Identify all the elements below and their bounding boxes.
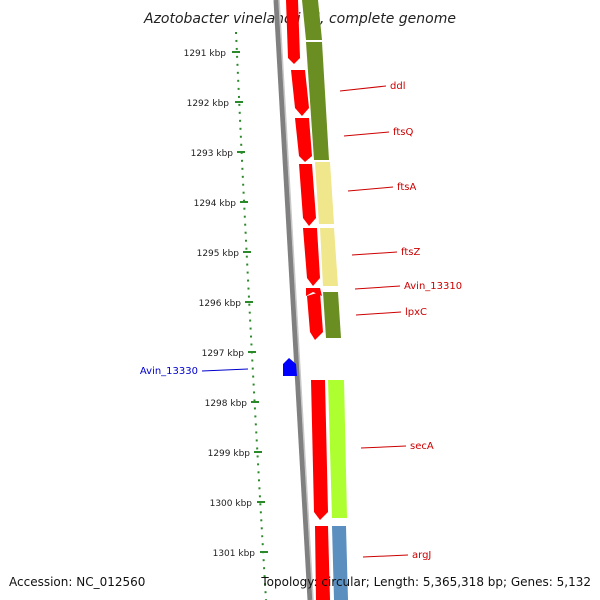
gene-argJ-blue[interactable]: [332, 526, 348, 600]
label-connector: [360, 445, 407, 449]
gene-block[interactable]: [299, 164, 316, 226]
label-ftsA[interactable]: ftsA: [397, 182, 416, 193]
ruler-label-1293: 1293 kbp: [191, 149, 234, 159]
gene-block[interactable]: [295, 118, 312, 162]
label-ddl[interactable]: ddl: [390, 81, 405, 92]
ruler-label-1295: 1295 kbp: [197, 249, 240, 259]
gene-block[interactable]: [286, 0, 300, 64]
label-avin13310[interactable]: Avin_13310: [404, 281, 462, 292]
label-connector: [347, 186, 394, 192]
cds-track: [286, 0, 330, 600]
label-connector: [201, 368, 249, 372]
gene-lpxC-olive[interactable]: [323, 292, 341, 338]
ruler-label-1301: 1301 kbp: [213, 549, 256, 559]
label-ftsQ[interactable]: ftsQ: [393, 127, 413, 138]
gene-block[interactable]: [303, 228, 320, 286]
ruler-label-1298: 1298 kbp: [205, 399, 248, 409]
label-avin13330[interactable]: Avin_13330: [140, 366, 198, 377]
ruler: 1291 kbp 1292 kbp 1293 kbp 1294 kbp 1295…: [184, 49, 268, 559]
gene-ftsQ-olive[interactable]: [306, 42, 329, 160]
ruler-label-1297: 1297 kbp: [202, 349, 245, 359]
ruler-label-1299: 1299 kbp: [208, 449, 251, 459]
ruler-dots: [235, 31, 267, 600]
map-title: Azotobacter vinelandii DJ, complete geno…: [143, 11, 456, 27]
gene-block[interactable]: [311, 380, 328, 520]
gene-secA-lime[interactable]: [328, 380, 347, 518]
gene-block[interactable]: [291, 70, 309, 116]
label-connector: [339, 85, 387, 92]
label-connector: [362, 554, 409, 558]
gene-labels: ddl ftsQ ftsA ftsZ Avin_13310 lpxC Avin_…: [140, 81, 462, 561]
label-connector: [354, 285, 401, 290]
label-connector: [355, 311, 402, 316]
label-secA[interactable]: secA: [410, 441, 434, 452]
function-track: [302, 0, 348, 600]
ruler-label-1291: 1291 kbp: [184, 49, 227, 59]
accession-text: Accession: NC_012560: [9, 575, 145, 589]
label-argJ[interactable]: argJ: [412, 550, 431, 561]
label-connector: [351, 251, 398, 256]
topology-text: Topology: circular; Length: 5,365,318 bp…: [260, 575, 591, 589]
gene-block[interactable]: [315, 526, 330, 600]
ruler-label-1294: 1294 kbp: [194, 199, 237, 209]
gene-avin13330-blue[interactable]: [283, 358, 297, 376]
ruler-label-1292: 1292 kbp: [187, 99, 230, 109]
label-ftsZ[interactable]: ftsZ: [401, 247, 420, 258]
gene-ddl-olive[interactable]: [302, 0, 322, 40]
genome-backbone-highlight: [278, 0, 314, 600]
genome-backbone: [273, 0, 313, 600]
ruler-label-1300: 1300 kbp: [210, 499, 253, 509]
ruler-label-1296: 1296 kbp: [199, 299, 242, 309]
gene-block[interactable]: [307, 292, 323, 340]
label-connector: [343, 131, 390, 137]
gene-ftsZ-yellow[interactable]: [320, 228, 338, 286]
gene-ftsA-yellow[interactable]: [315, 162, 334, 224]
label-lpxC[interactable]: lpxC: [405, 307, 427, 318]
